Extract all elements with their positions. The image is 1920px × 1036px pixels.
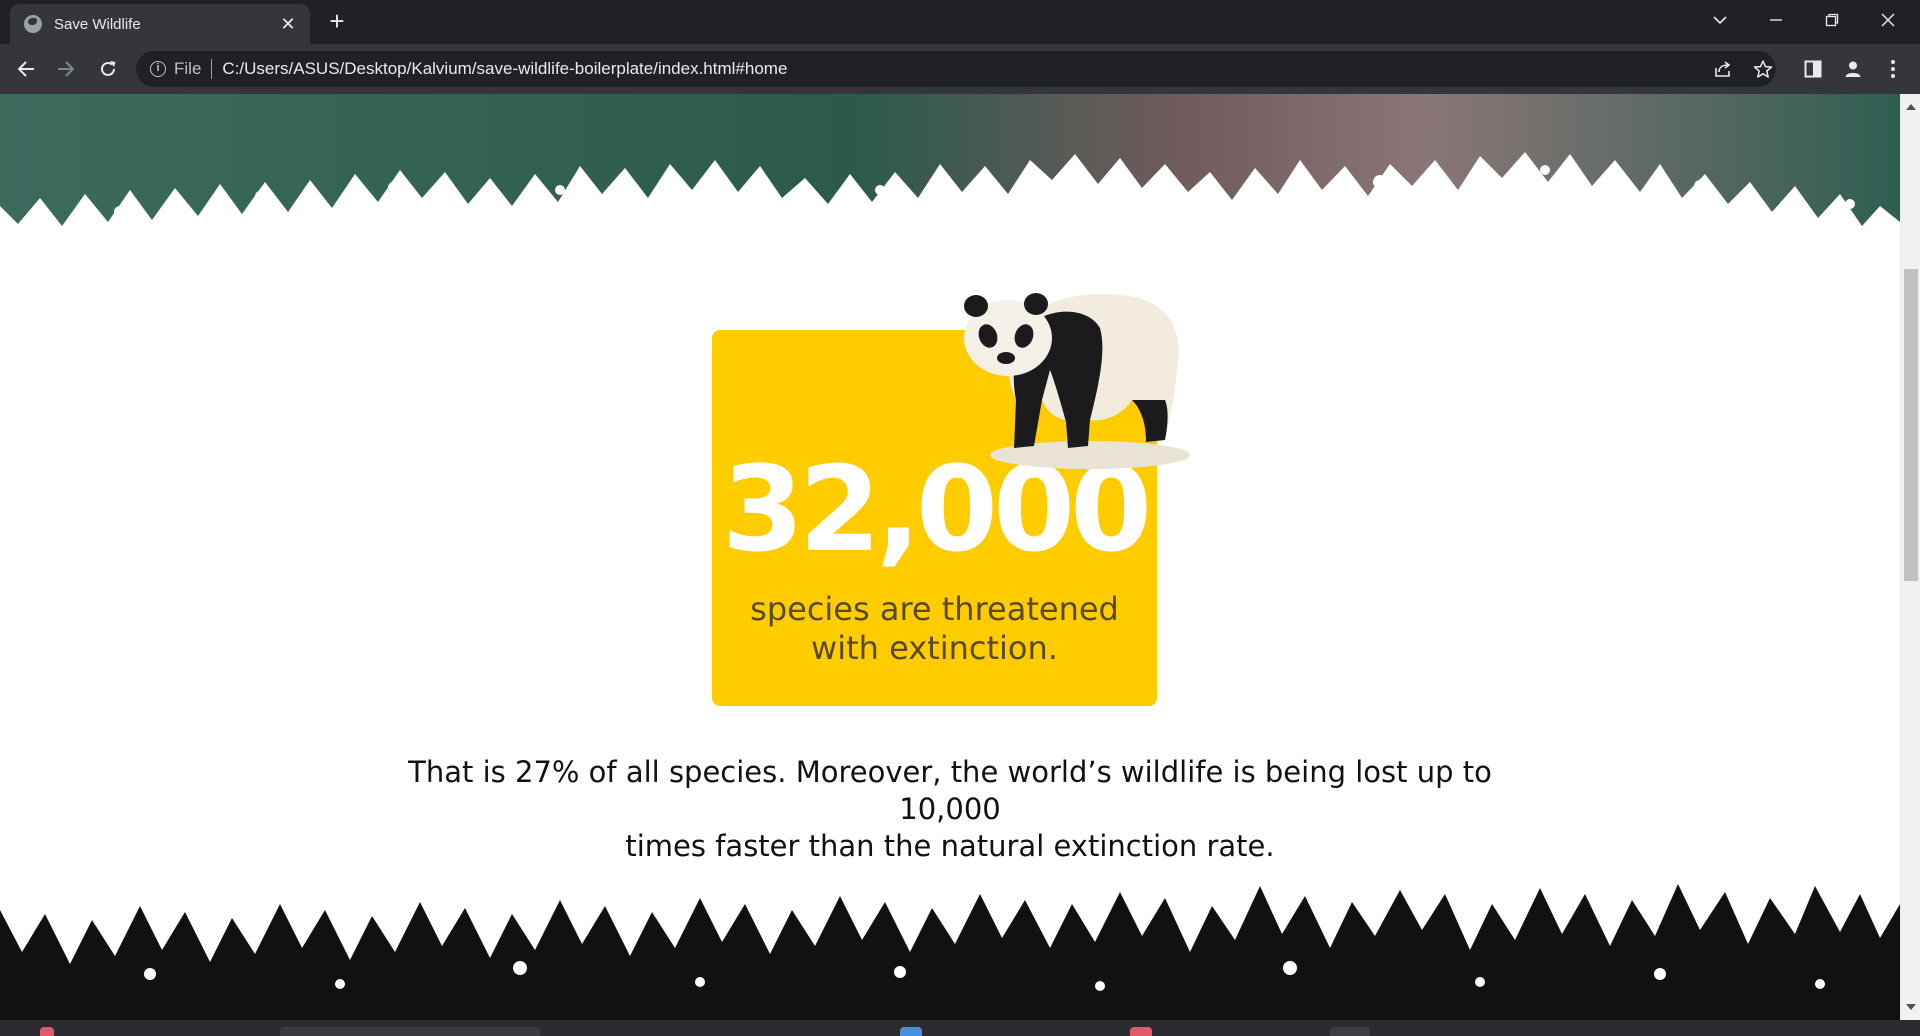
side-panel-button[interactable] [1798,54,1828,84]
scroll-down-arrow[interactable] [1906,1004,1916,1010]
taskbar-app-icon[interactable] [40,1027,54,1036]
info-icon[interactable]: i [150,61,166,77]
scroll-thumb[interactable] [1904,268,1918,581]
restore-button[interactable] [1804,0,1860,40]
reload-button[interactable] [92,53,124,85]
page-scrollbar[interactable] [1900,94,1920,1020]
browser-tab[interactable]: Save Wildlife ✕ [10,4,310,44]
stat-caption-line-1: species are threatened [750,590,1119,628]
stat-caption-line-2: with extinction. [811,629,1058,667]
share-icon [1715,61,1731,77]
new-tab-button[interactable]: + [329,6,345,36]
address-separator [211,59,213,79]
globe-icon [24,15,42,33]
address-bar[interactable]: i File C:/Users/ASUS/Desktop/Kalvium/sav… [136,51,1776,87]
stat-number: 32,000 [721,440,1152,578]
back-button[interactable] [10,53,42,85]
tab-close-icon[interactable]: ✕ [280,13,296,34]
arrow-right-icon [58,61,75,77]
close-icon [1881,13,1895,27]
restore-icon [1825,13,1839,27]
taskbar-app-icon[interactable] [900,1027,922,1036]
bookmark-button[interactable] [1748,54,1778,84]
os-taskbar [0,1020,1920,1036]
profile-button[interactable] [1838,54,1868,84]
taskbar-app-icon[interactable] [1130,1027,1152,1036]
tab-strip: Save Wildlife ✕ + [0,0,1920,44]
reload-icon [101,61,116,76]
jungle-banner-top [0,94,1900,226]
jungle-banner-bottom [0,884,1900,1020]
url-text[interactable]: C:/Users/ASUS/Desktop/Kalvium/save-wildl… [222,59,788,78]
page-viewport: 32,000 species are threatened with extin… [0,94,1900,1020]
side-panel-icon [1804,60,1822,78]
profile-icon [1845,61,1861,77]
browser-toolbar: i File C:/Users/ASUS/Desktop/Kalvium/sav… [0,44,1920,94]
forward-button[interactable] [50,53,82,85]
body-paragraph: That is 27% of all species. Moreover, th… [360,754,1540,865]
star-icon [1753,60,1773,78]
share-button[interactable] [1708,54,1738,84]
close-window-button[interactable] [1860,0,1916,40]
scheme-label: File [174,59,202,78]
scroll-up-arrow[interactable] [1906,104,1916,110]
minimize-button[interactable] [1748,0,1804,40]
taskbar-app-icon[interactable] [1330,1027,1370,1036]
tab-title: Save Wildlife [54,15,141,33]
stat-caption: species are threatened with extinction. [712,590,1157,668]
body-text-line-2: times faster than the natural extinction… [625,829,1275,863]
panda-image [964,293,1190,469]
more-vertical-icon [1891,60,1895,78]
body-text-line-1: That is 27% of all species. Moreover, th… [408,755,1492,826]
arrow-left-icon [17,61,34,77]
minimize-icon [1770,19,1782,21]
menu-button[interactable] [1878,54,1908,84]
tab-search-button[interactable] [1692,0,1748,40]
chevron-down-icon [1713,16,1727,25]
taskbar-search-box[interactable] [280,1027,540,1036]
